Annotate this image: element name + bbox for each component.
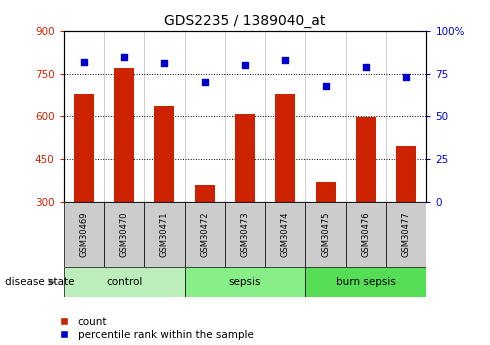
- Text: GSM30476: GSM30476: [361, 212, 370, 257]
- Bar: [346, 202, 386, 267]
- Point: [201, 80, 209, 85]
- Text: disease state: disease state: [5, 277, 74, 287]
- Bar: [275, 94, 295, 202]
- Bar: [144, 202, 185, 267]
- Bar: [114, 68, 134, 202]
- Text: GSM30469: GSM30469: [79, 212, 88, 257]
- Bar: [265, 202, 305, 267]
- Bar: [396, 146, 416, 202]
- Point: [161, 61, 169, 66]
- Bar: [154, 107, 174, 202]
- Bar: [356, 117, 376, 202]
- Bar: [185, 202, 225, 267]
- Text: GDS2235 / 1389040_at: GDS2235 / 1389040_at: [164, 14, 326, 28]
- Text: sepsis: sepsis: [229, 277, 261, 287]
- Bar: [316, 182, 336, 202]
- Point: [402, 75, 410, 80]
- Bar: [185, 267, 305, 297]
- Bar: [64, 267, 185, 297]
- Point: [80, 59, 88, 65]
- Bar: [64, 202, 104, 267]
- Text: GSM30477: GSM30477: [402, 212, 411, 257]
- Point: [281, 57, 289, 63]
- Text: GSM30471: GSM30471: [160, 212, 169, 257]
- Point: [321, 83, 329, 88]
- Bar: [104, 202, 144, 267]
- Bar: [305, 202, 346, 267]
- Bar: [305, 267, 426, 297]
- Text: GSM30474: GSM30474: [281, 212, 290, 257]
- Point: [120, 54, 128, 59]
- Text: GSM30475: GSM30475: [321, 212, 330, 257]
- Bar: [195, 185, 215, 202]
- Text: GSM30472: GSM30472: [200, 212, 209, 257]
- Point: [241, 62, 249, 68]
- Bar: [235, 114, 255, 202]
- Text: control: control: [106, 277, 142, 287]
- Text: GSM30470: GSM30470: [120, 212, 129, 257]
- Bar: [386, 202, 426, 267]
- Bar: [225, 202, 265, 267]
- Text: burn sepsis: burn sepsis: [336, 277, 396, 287]
- Legend: count, percentile rank within the sample: count, percentile rank within the sample: [59, 317, 254, 340]
- Text: GSM30473: GSM30473: [241, 212, 249, 257]
- Bar: [74, 94, 94, 202]
- Point: [362, 64, 370, 70]
